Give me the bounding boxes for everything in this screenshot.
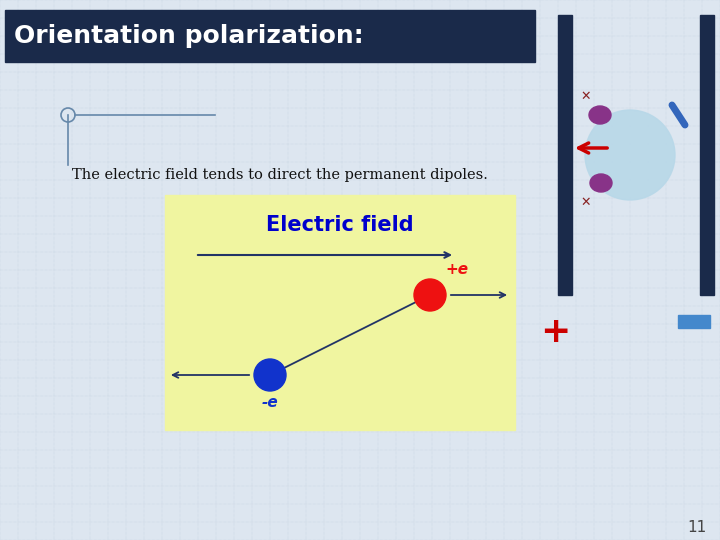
Text: -e: -e [261, 395, 279, 410]
Text: +: + [540, 315, 570, 349]
Bar [700, 15, 714, 295]
Text: ✕: ✕ [581, 195, 591, 208]
Ellipse shape [589, 106, 611, 124]
Text: The electric field tends to direct the permanent dipoles.: The electric field tends to direct the p… [72, 168, 488, 182]
Text: 11: 11 [688, 519, 706, 535]
Ellipse shape [585, 110, 675, 200]
Text: +e: +e [445, 262, 468, 277]
Text: Orientation polarization:: Orientation polarization: [14, 24, 364, 48]
Bar [165, 195, 515, 430]
Circle shape [254, 359, 286, 391]
Bar [5, 10, 535, 62]
Circle shape [414, 279, 446, 311]
Bar [558, 15, 572, 295]
Ellipse shape [590, 174, 612, 192]
Text: ✕: ✕ [581, 90, 591, 103]
Text: Electric field: Electric field [266, 215, 414, 235]
Bar [678, 315, 710, 328]
